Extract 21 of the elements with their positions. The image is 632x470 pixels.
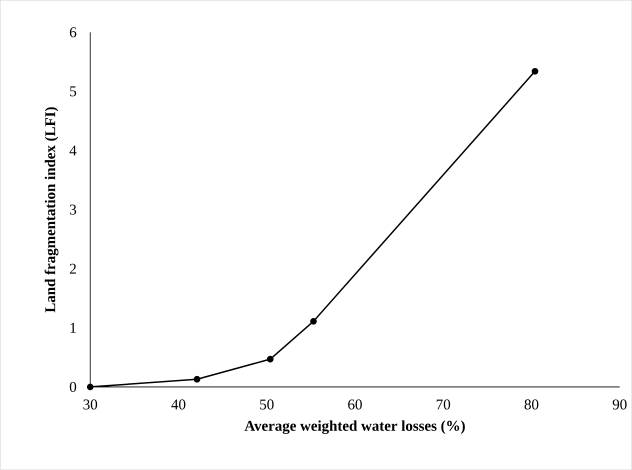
y-axis-title: Land fragmentation index (LFI) <box>44 107 58 312</box>
point <box>194 376 200 383</box>
point <box>86 384 94 390</box>
y-tick-label: 0 <box>70 382 76 392</box>
x-tick-label: 60 <box>348 399 362 410</box>
x-tick-label: 80 <box>524 399 538 410</box>
x-tick-label: 40 <box>171 399 186 410</box>
x-axis-title: Average weighted water losses (%) <box>244 420 465 434</box>
y-tick-label: 1 <box>70 322 76 333</box>
x-tick-label: 70 <box>436 399 450 410</box>
x-tick-label: 90 <box>612 399 627 410</box>
point <box>310 318 317 325</box>
y-tick-label: 3 <box>70 204 76 215</box>
x-tick-label: 50 <box>260 399 274 410</box>
y-tick-label: 2 <box>70 264 76 274</box>
point <box>532 68 538 75</box>
y-tick-label: 6 <box>70 27 76 38</box>
y-tick-label: 4 <box>70 146 76 156</box>
y-tick-label: 5 <box>70 86 76 96</box>
x-tick-label: 30 <box>83 399 98 410</box>
point <box>266 356 274 362</box>
